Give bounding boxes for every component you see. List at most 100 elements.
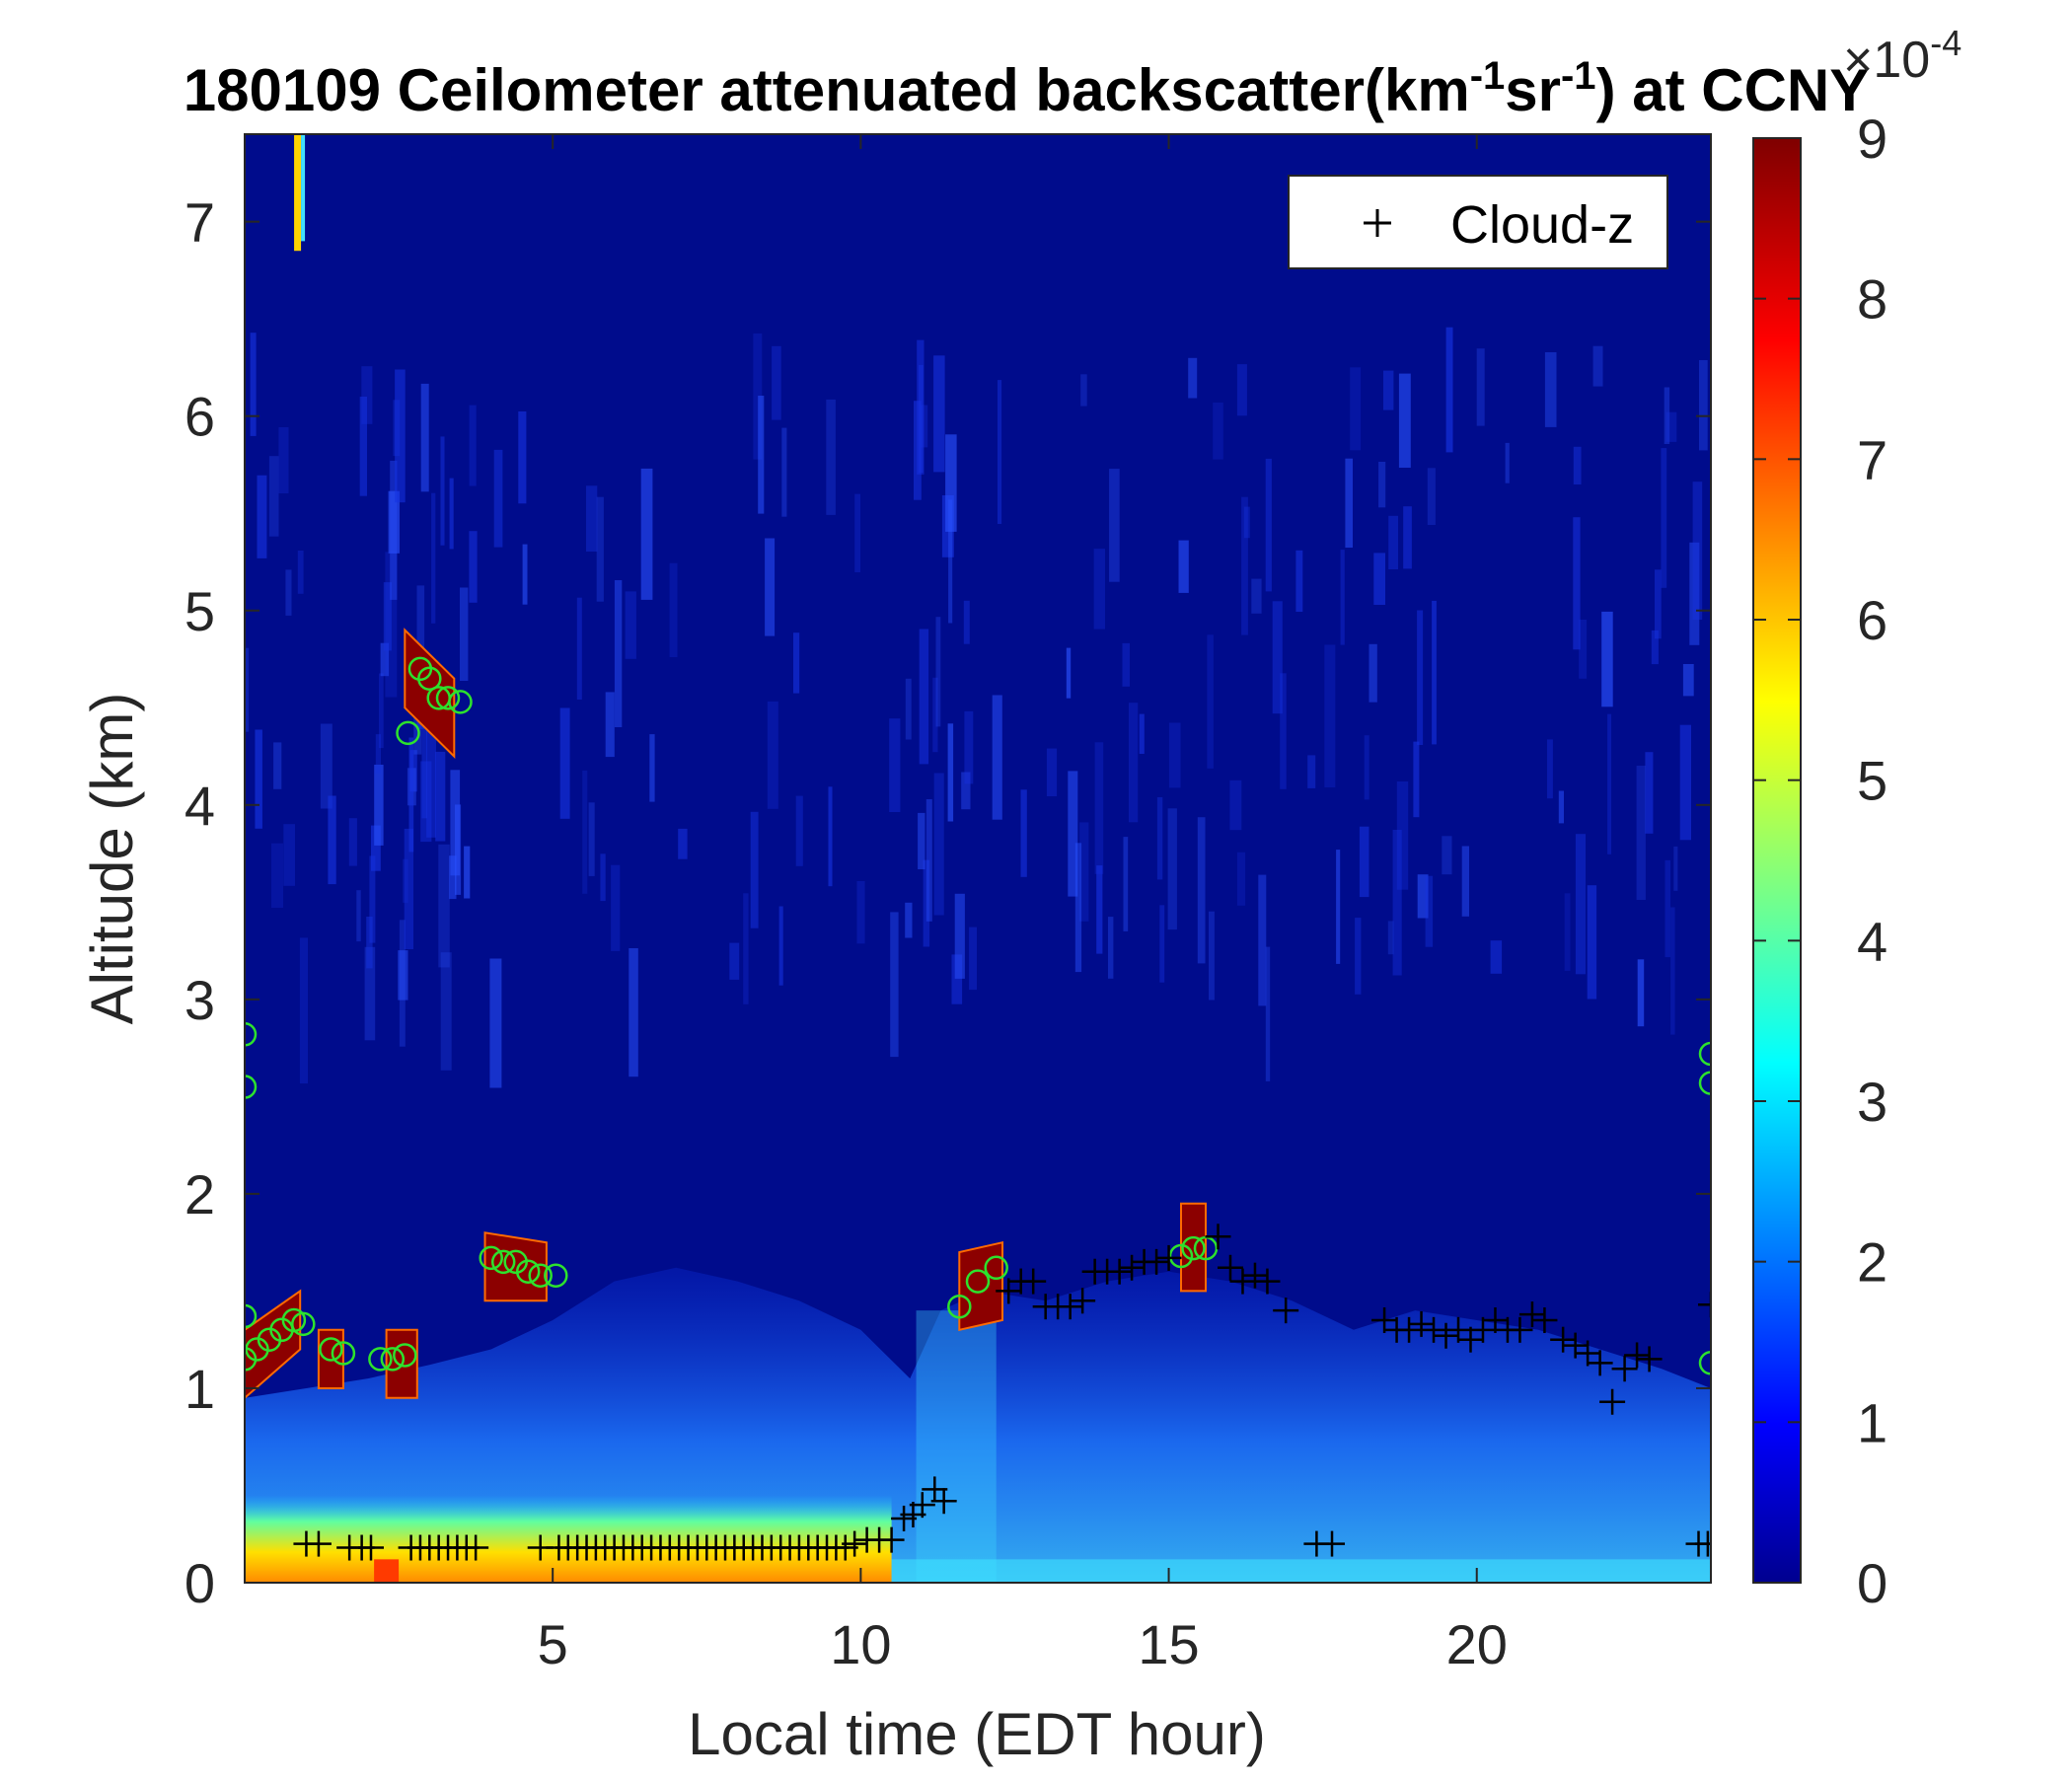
backscatter-streak	[388, 490, 400, 554]
backscatter-streak	[426, 709, 436, 838]
backscatter-streak	[625, 591, 636, 659]
backscatter-streak	[383, 582, 392, 651]
backscatter-streak	[1209, 911, 1215, 1001]
backscatter-streak	[828, 786, 833, 887]
backscatter-streak	[1417, 874, 1429, 919]
legend-box	[1288, 175, 1668, 269]
y-tick-label: 2	[185, 1163, 215, 1225]
backscatter-streak	[1679, 724, 1691, 841]
cloud-base-circle	[947, 1294, 972, 1319]
colorbar-tick-label: 4	[1857, 910, 1887, 972]
backscatter-streak	[1445, 327, 1453, 453]
backscatter-streak	[431, 492, 436, 624]
backscatter-streak	[1295, 550, 1303, 612]
backscatter-streak	[408, 737, 414, 853]
legend: Cloud-z	[1288, 175, 1668, 269]
backscatter-streak	[826, 399, 836, 515]
cloud-z-marker	[1599, 1388, 1626, 1415]
backscatter-streak	[1340, 550, 1345, 645]
backscatter-texture	[245, 134, 1708, 1088]
cloud-z-marker	[1205, 1224, 1231, 1250]
backscatter-streak	[1079, 822, 1089, 922]
backscatter-streak	[449, 478, 454, 550]
backscatter-streak	[1637, 959, 1645, 1027]
backscatter-streak	[1345, 458, 1353, 548]
backscatter-streak	[1096, 865, 1103, 954]
backscatter-streak	[464, 846, 471, 899]
legend-label: Cloud-z	[1450, 195, 1634, 255]
cloud-z-marker	[1698, 1292, 1711, 1318]
backscatter-streak	[1655, 569, 1662, 639]
backscatter-streak	[245, 647, 250, 732]
backscatter-streak	[1425, 875, 1434, 947]
backscatter-streak	[793, 632, 800, 694]
backscatter-streak	[1236, 364, 1247, 416]
backscatter-streak	[1243, 506, 1250, 539]
cloud-z-marker	[1636, 1346, 1663, 1373]
backscatter-streak	[905, 902, 913, 938]
backscatter-streak	[951, 954, 963, 1004]
colorbar-tick-label: 3	[1857, 1071, 1887, 1133]
backscatter-streak	[919, 629, 929, 765]
backscatter-streak	[992, 695, 1002, 820]
cloud-z-marker	[1531, 1306, 1558, 1333]
backscatter-streak	[1167, 808, 1177, 930]
colorbar-ticks: 0 1 2 3 4 5 6 7 8 9	[1753, 108, 1887, 1614]
backscatter-streak	[1109, 469, 1120, 582]
cloud-base-circle	[291, 1311, 316, 1337]
colorbar-tick-label: 5	[1857, 750, 1887, 812]
boundary-layer-aerosol	[245, 1267, 1711, 1583]
backscatter-streak	[765, 538, 776, 636]
backscatter-streak	[1665, 859, 1670, 958]
backscatter-streak	[299, 937, 308, 1084]
backscatter-streak	[493, 449, 503, 548]
cloud-base-circle	[448, 690, 473, 714]
backscatter-streak	[961, 772, 971, 810]
backscatter-streak	[781, 427, 787, 517]
colorbar-frame	[1752, 137, 1802, 1584]
y-tick-label: 7	[185, 191, 215, 254]
cloud-z-marker	[1144, 1248, 1170, 1275]
backscatter-streak	[404, 828, 413, 949]
cloud-z-marker	[1587, 1350, 1613, 1376]
backscatter-streak	[856, 881, 865, 944]
cloud-base-circle	[1698, 1071, 1711, 1095]
chart-title: 180109 Ceilometer attenuated backscatter…	[184, 54, 1870, 123]
backscatter-streak	[1129, 703, 1139, 823]
high-cloud-streak	[294, 134, 302, 252]
cloud-base-circle	[319, 1337, 343, 1362]
backscatter-streak	[1664, 387, 1670, 444]
cloud-base-circle	[380, 1347, 406, 1372]
y-tick-label: 3	[185, 969, 215, 1031]
surface-hotspot	[374, 1559, 400, 1583]
backscatter-streak	[1558, 790, 1564, 824]
cloud-z-marker	[842, 1530, 868, 1557]
cloud-z-marker	[1611, 1356, 1638, 1382]
cloud-base-circle	[245, 1022, 258, 1047]
cloud-z-marker	[930, 1488, 957, 1515]
backscatter-streak	[932, 677, 938, 753]
backscatter-streak	[1156, 797, 1163, 880]
colorbar-tick-label: 7	[1857, 428, 1887, 490]
backscatter-streak	[767, 701, 778, 809]
backscatter-streak	[559, 707, 570, 819]
backscatter-streak	[257, 475, 267, 558]
backscatter-streak	[1579, 620, 1588, 679]
cloud-layer-patch	[1180, 1202, 1207, 1293]
backscatter-streak	[518, 411, 527, 504]
backscatter-streak	[576, 597, 582, 700]
cloud-z-marker	[463, 1534, 489, 1561]
cloud-z-marker	[1057, 1294, 1083, 1320]
backscatter-streak	[1682, 664, 1694, 697]
backscatter-streak	[772, 345, 781, 420]
backscatter-streak	[1336, 850, 1341, 964]
backscatter-streak	[1573, 517, 1581, 650]
backscatter-streak	[600, 853, 606, 902]
backscatter-streak	[954, 893, 965, 979]
backscatter-streak	[750, 811, 759, 928]
cloud-z-marker	[878, 1526, 905, 1553]
backscatter-streak	[375, 734, 381, 774]
backscatter-streak	[1689, 542, 1700, 645]
cloud-base-circle	[1168, 1243, 1194, 1269]
